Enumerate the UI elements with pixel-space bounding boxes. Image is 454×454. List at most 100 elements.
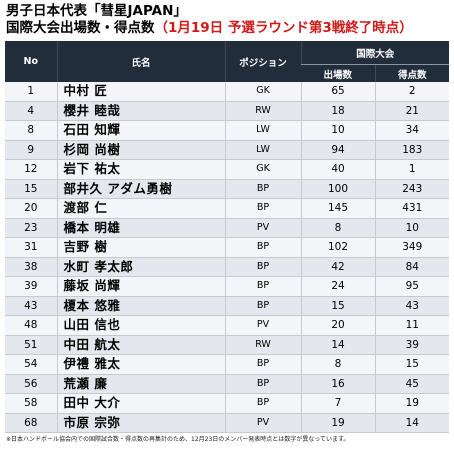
cell-goals: 19 xyxy=(374,393,450,414)
cell-number: 9 xyxy=(5,140,57,160)
subtitle-date-note: （1月19日 予選ラウンド第3戦終了時点） xyxy=(154,20,413,36)
cell-appearances: 7 xyxy=(300,393,375,414)
cell-goals: 43 xyxy=(374,296,450,316)
cell-appearances: 15 xyxy=(300,296,375,316)
cell-player-name: 橋本 明雄 xyxy=(56,218,225,238)
cell-goals: 243 xyxy=(374,179,450,199)
cell-position: BP xyxy=(224,257,301,277)
table-row: 39 藤坂 尚輝 BP 24 95 xyxy=(5,276,450,297)
cell-player-name: 市原 宗弥 xyxy=(56,413,225,433)
cell-number: 43 xyxy=(5,296,57,316)
cell-goals: 45 xyxy=(374,374,450,394)
cell-appearances: 14 xyxy=(300,335,375,355)
cell-goals: 10 xyxy=(374,218,450,238)
player-stats-table: No 氏名 ポジション 国際大会 出場数 得点数 1 中村 匠 GK 65 2 4 櫻井 睦… xyxy=(5,41,450,433)
table-row: 1 中村 匠 GK 65 2 xyxy=(5,82,450,102)
cell-player-name: 岩下 祐太 xyxy=(56,159,225,180)
cell-number: 12 xyxy=(5,159,57,180)
cell-appearances: 94 xyxy=(300,140,375,160)
cell-player-name: 中村 匠 xyxy=(56,82,225,102)
cell-appearances: 18 xyxy=(300,101,375,121)
cell-position: BP xyxy=(224,393,301,414)
cell-player-name: 石田 知輝 xyxy=(56,120,225,141)
cell-number: 31 xyxy=(5,237,57,258)
cell-position: PV xyxy=(224,413,301,433)
cell-appearances: 20 xyxy=(300,315,375,336)
cell-player-name: 荒瀬 廉 xyxy=(56,374,225,394)
cell-position: BP xyxy=(224,354,301,375)
cell-number: 20 xyxy=(5,198,57,219)
cell-number: 54 xyxy=(5,354,57,375)
cell-position: RW xyxy=(224,101,301,121)
cell-player-name: 榎本 悠雅 xyxy=(56,296,225,316)
cell-number: 68 xyxy=(5,413,57,433)
cell-position: LW xyxy=(224,120,301,141)
cell-player-name: 櫻井 睦哉 xyxy=(56,101,225,121)
table-row: 68 市原 宗弥 PV 19 14 xyxy=(5,413,450,433)
cell-appearances: 102 xyxy=(300,237,375,258)
cell-position: PV xyxy=(224,315,301,336)
cell-player-name: 藤坂 尚輝 xyxy=(56,276,225,297)
cell-player-name: 山田 信也 xyxy=(56,315,225,336)
cell-goals: 349 xyxy=(374,237,450,258)
cell-goals: 15 xyxy=(374,354,450,375)
cell-number: 58 xyxy=(5,393,57,414)
cell-player-name: 田中 大介 xyxy=(56,393,225,414)
table-row: 58 田中 大介 BP 7 19 xyxy=(5,393,450,414)
header-appearances: 出場数 xyxy=(301,64,375,82)
cell-goals: 431 xyxy=(374,198,450,219)
cell-appearances: 40 xyxy=(300,159,375,180)
cell-goals: 84 xyxy=(374,257,450,277)
cell-position: BP xyxy=(224,374,301,394)
cell-goals: 95 xyxy=(374,276,450,297)
cell-position: BP xyxy=(224,198,301,219)
cell-appearances: 24 xyxy=(300,276,375,297)
cell-number: 23 xyxy=(5,218,57,238)
header-position: ポジション xyxy=(224,41,301,82)
cell-position: RW xyxy=(224,335,301,355)
header-international-group: 国際大会 xyxy=(300,41,450,65)
footnote: ※日本ハンドボール協会内での国際試合数・得点数の再集計のため、12月23日のメン… xyxy=(6,436,350,443)
cell-appearances: 16 xyxy=(300,374,375,394)
subtitle-main: 国際大会出場数・得点数 xyxy=(6,20,155,36)
cell-number: 4 xyxy=(5,101,57,121)
cell-player-name: 吉野 樹 xyxy=(56,237,225,258)
cell-player-name: 渡部 仁 xyxy=(56,198,225,219)
cell-appearances: 8 xyxy=(300,218,375,238)
table-row: 12 岩下 祐太 GK 40 1 xyxy=(5,159,450,180)
cell-goals: 183 xyxy=(374,140,450,160)
cell-goals: 1 xyxy=(374,159,450,180)
cell-appearances: 42 xyxy=(300,257,375,277)
cell-number: 48 xyxy=(5,315,57,336)
header-no: No xyxy=(5,41,57,82)
cell-number: 51 xyxy=(5,335,57,355)
cell-number: 8 xyxy=(5,120,57,141)
cell-number: 39 xyxy=(5,276,57,297)
cell-position: GK xyxy=(224,159,301,180)
cell-position: BP xyxy=(224,296,301,316)
cell-position: BP xyxy=(224,179,301,199)
table-row: 8 石田 知輝 LW 10 34 xyxy=(5,120,450,141)
page-title: 男子日本代表「彗星JAPAN」 xyxy=(6,3,187,19)
cell-number: 15 xyxy=(5,179,57,199)
table-row: 23 橋本 明雄 PV 8 10 xyxy=(5,218,450,238)
table-row: 38 水町 孝太郎 BP 42 84 xyxy=(5,257,450,277)
cell-goals: 11 xyxy=(374,315,450,336)
cell-position: PV xyxy=(224,218,301,238)
table-row: 20 渡部 仁 BP 145 431 xyxy=(5,198,450,219)
cell-goals: 34 xyxy=(374,120,450,141)
cell-appearances: 10 xyxy=(300,120,375,141)
cell-goals: 39 xyxy=(374,335,450,355)
cell-appearances: 8 xyxy=(300,354,375,375)
cell-player-name: 杉岡 尚樹 xyxy=(56,140,225,160)
cell-player-name: 水町 孝太郎 xyxy=(56,257,225,277)
table-row: 54 伊禮 雅太 BP 8 15 xyxy=(5,354,450,375)
table-row: 43 榎本 悠雅 BP 15 43 xyxy=(5,296,450,316)
cell-goals: 21 xyxy=(374,101,450,121)
table-row: 15 部井久 アダム勇樹 BP 100 243 xyxy=(5,179,450,199)
cell-position: GK xyxy=(224,82,301,102)
cell-position: BP xyxy=(224,237,301,258)
cell-player-name: 中田 航太 xyxy=(56,335,225,355)
cell-appearances: 65 xyxy=(300,82,375,102)
cell-position: BP xyxy=(224,276,301,297)
